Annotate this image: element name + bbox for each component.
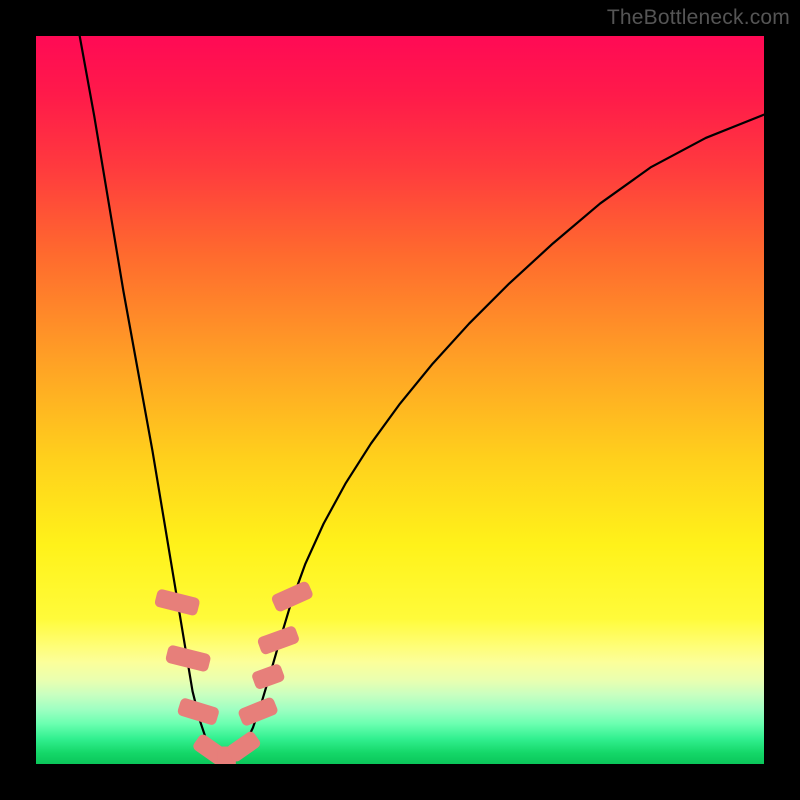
watermark-text: TheBottleneck.com <box>607 6 790 30</box>
root: TheBottleneck.com <box>0 0 800 800</box>
highlight-dash <box>177 697 221 726</box>
curve-layer <box>36 36 764 764</box>
plot-area <box>36 36 764 764</box>
highlight-dash <box>237 696 279 727</box>
highlight-dash <box>251 663 286 691</box>
highlight-dash <box>154 588 201 616</box>
highlight-dash <box>256 625 300 656</box>
highlight-dash <box>270 580 314 613</box>
